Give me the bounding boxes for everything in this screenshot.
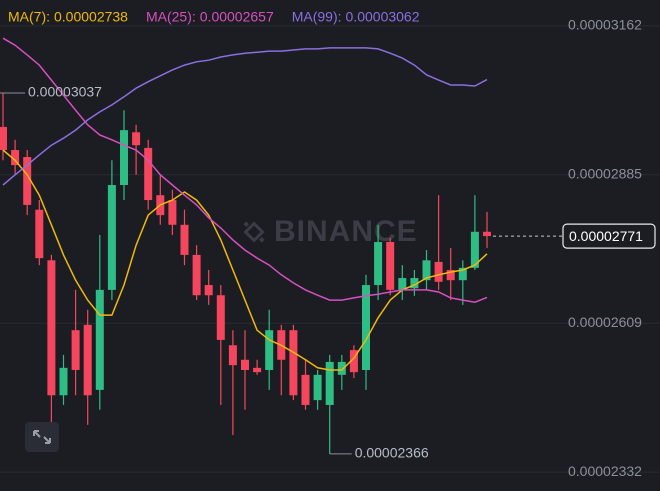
candle-body — [289, 330, 298, 396]
legend-value: 0.00002657 — [200, 9, 274, 25]
expand-button[interactable] — [25, 422, 59, 452]
candle-body — [83, 324, 92, 396]
candle-body — [204, 285, 213, 296]
candle-body — [470, 231, 479, 268]
candle-body — [132, 132, 141, 146]
candle-body — [228, 345, 237, 366]
candle-body — [483, 231, 491, 237]
candle-body — [434, 261, 443, 282]
candle-body — [11, 150, 20, 166]
y-tick-label: 0.00002609 — [568, 314, 642, 330]
high-annotation: 0.00003037 — [28, 84, 102, 100]
ma-line — [2, 149, 488, 371]
candle-body — [144, 147, 153, 201]
candle-body — [422, 260, 431, 281]
candle-body — [71, 330, 80, 370]
last-price-label: 0.00002771 — [569, 228, 643, 244]
watermark-logo — [243, 221, 265, 243]
low-annotation: 0.00002366 — [355, 445, 429, 461]
candle-body — [95, 289, 104, 390]
watermark: BINANCE — [274, 215, 418, 248]
candle-body — [107, 184, 116, 290]
legend-name: MA(99): — [292, 9, 342, 25]
candle-body — [253, 367, 262, 373]
candle-body — [59, 367, 68, 396]
candle-body — [180, 224, 189, 255]
candle-body — [23, 157, 32, 205]
candle-body — [120, 130, 128, 185]
candle-body — [349, 350, 358, 373]
legend-name: MA(25): — [146, 9, 196, 25]
y-tick-label: 0.00002332 — [568, 463, 642, 479]
candle-body — [301, 374, 310, 405]
y-tick-label: 0.00002885 — [568, 165, 642, 181]
legend-value: 0.00003062 — [346, 9, 420, 25]
candle-body — [313, 374, 322, 401]
expand-button-bg[interactable] — [25, 422, 59, 452]
candle-body — [386, 242, 395, 290]
candle-body — [446, 269, 455, 281]
candle-body — [410, 278, 419, 289]
ma-line — [2, 47, 488, 186]
candle-body — [168, 200, 177, 225]
candle-body — [47, 260, 56, 396]
candle-body — [265, 330, 274, 370]
candle-body — [325, 361, 334, 405]
candle-body — [192, 254, 201, 296]
candle-body — [216, 295, 225, 340]
legend-name: MA(7): — [8, 9, 50, 25]
candle-body — [241, 359, 249, 370]
candle-body — [362, 285, 370, 370]
legend-value: 0.00002738 — [54, 9, 128, 25]
logo-dot — [243, 221, 250, 228]
logo-square — [243, 221, 265, 243]
candle-body — [35, 209, 44, 259]
grid: 0.00003162 0.00002885 0.00002609 0.00002332 — [0, 17, 660, 479]
expand-icon — [33, 430, 51, 444]
last-price-box — [562, 223, 656, 249]
candle-body — [337, 361, 346, 375]
y-tick-label: 0.00003162 — [568, 17, 642, 33]
candle-body — [458, 267, 467, 281]
candle-body — [0, 126, 7, 151]
candle-body — [374, 242, 383, 286]
plot-area — [0, 37, 491, 454]
candle-body — [398, 278, 407, 290]
ma-line — [2, 37, 488, 303]
